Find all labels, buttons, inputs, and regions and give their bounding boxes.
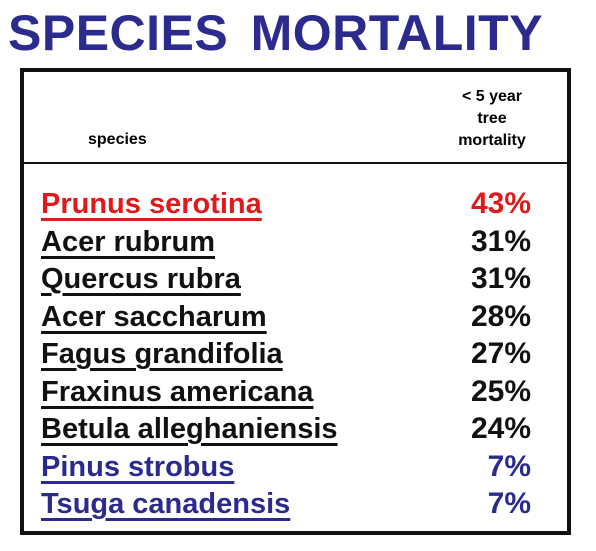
table-row: Acer rubrum 31%: [24, 224, 567, 262]
mortality-header-line: tree: [477, 110, 507, 127]
species-name: Pinus strobus: [41, 450, 235, 483]
species-column-header: species: [88, 131, 147, 148]
table-row: Quercus rubra 31%: [24, 261, 567, 299]
table-row: Fagus grandifolia 27%: [24, 336, 567, 374]
species-name: Acer saccharum: [41, 300, 267, 333]
species-name: Acer rubrum: [41, 225, 216, 258]
mortality-value: 7%: [487, 487, 531, 520]
mortality-value: 25%: [470, 374, 531, 408]
mortality-header-line: < 5 year: [461, 88, 523, 105]
mortality-header-line: mortality: [458, 132, 526, 149]
table-row: Prunus serotina 43%: [24, 186, 567, 224]
mortality-value: 28%: [470, 299, 531, 333]
mortality-value: 27%: [470, 337, 531, 370]
mortality-table: species < 5 year tree mortality Prunus s…: [20, 68, 571, 535]
table-row: Acer saccharum 28%: [24, 299, 567, 337]
table-row: Betula alleghaniensis 24%: [24, 411, 567, 449]
mortality-value: 31%: [470, 224, 531, 258]
species-name: Fagus grandifolia: [41, 338, 283, 370]
mortality-value: 7%: [487, 449, 531, 483]
species-name: Betula alleghaniensis: [41, 413, 338, 445]
species-name: Prunus serotina: [41, 188, 262, 220]
mortality-value: 43%: [470, 187, 531, 220]
table-body: Prunus serotina 43% Acer rubrum 31% Quer…: [24, 186, 567, 524]
species-name: Fraxinus americana: [41, 375, 314, 408]
mortality-value: 24%: [470, 412, 531, 445]
table-row: Fraxinus americana 25%: [24, 374, 567, 412]
mortality-value: 31%: [470, 262, 531, 295]
table-header: species < 5 year tree mortality: [24, 72, 567, 164]
species-name: Quercus rubra: [41, 263, 241, 295]
table-row: Pinus strobus 7%: [24, 449, 567, 487]
mortality-column-header: < 5 year tree mortality: [437, 86, 547, 152]
species-name: Tsuga canadensis: [41, 488, 291, 520]
table-row: Tsuga canadensis 7%: [24, 486, 567, 524]
page-title: SPECIES MORTALITY: [8, 5, 544, 61]
